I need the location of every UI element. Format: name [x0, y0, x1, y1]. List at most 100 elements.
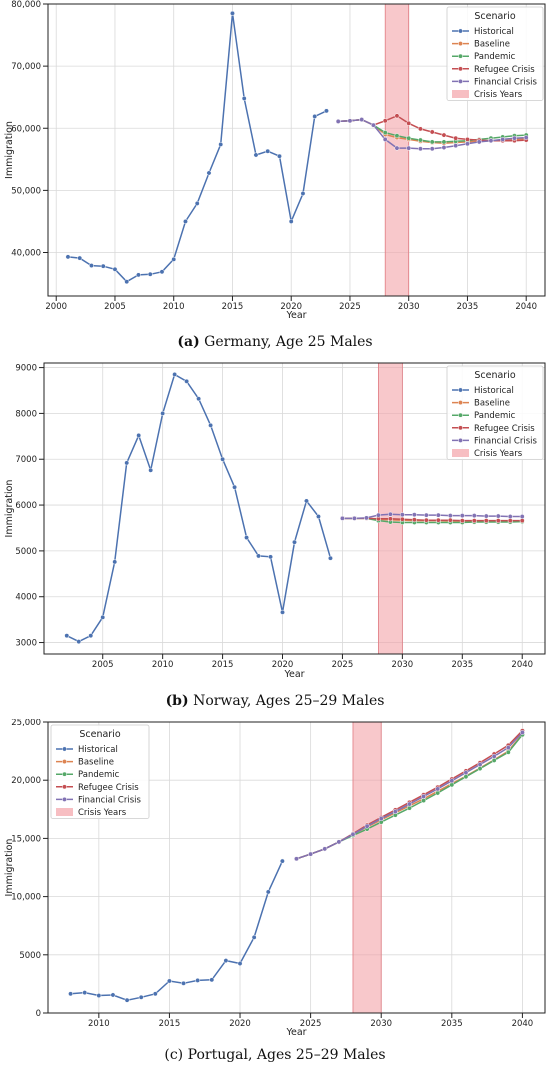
legend-swatch-marker: [458, 437, 463, 443]
legend-label: Baseline: [474, 40, 510, 50]
data-point: [166, 978, 172, 984]
series-historical: [68, 858, 285, 1003]
series-line: [67, 13, 327, 283]
legend-box: [446, 365, 544, 460]
data-point: [136, 432, 142, 438]
legend-label: Historical: [78, 745, 118, 755]
data-point: [471, 518, 477, 524]
data-point: [507, 518, 513, 524]
data-point: [279, 858, 285, 864]
data-point: [160, 410, 166, 416]
data-point: [477, 766, 483, 772]
legend-swatch-marker: [458, 425, 463, 431]
y-tick-label: 9000: [15, 364, 37, 374]
data-point: [112, 266, 118, 272]
data-point: [304, 498, 309, 504]
legend-label: Financial Crisis: [78, 795, 142, 805]
data-point: [453, 135, 459, 141]
legend-swatch-marker: [62, 759, 67, 765]
data-point: [265, 148, 271, 154]
caption-label: (c): [164, 1047, 184, 1063]
data-point: [429, 146, 435, 152]
data-point: [300, 191, 306, 196]
plot-frame: [43, 362, 546, 655]
y-tick-label: 8000: [15, 409, 37, 419]
y-tick-label: 20,000: [11, 776, 41, 786]
x-tick-label: 2010: [88, 1019, 110, 1029]
legend-swatch-marker: [458, 66, 463, 72]
data-point: [523, 135, 529, 141]
data-point: [64, 633, 70, 639]
x-tick-label: 2040: [515, 302, 537, 312]
data-point: [230, 10, 235, 16]
series-line: [296, 730, 523, 860]
series-line: [296, 731, 523, 860]
data-point: [220, 456, 226, 462]
data-point: [312, 114, 318, 119]
data-point: [208, 422, 214, 428]
series-line: [66, 373, 332, 643]
data-point: [399, 512, 405, 518]
caption-germany: (a) Germany, Age 25 Males: [0, 334, 550, 350]
data-point: [483, 513, 489, 519]
legend-swatch-marker: [62, 746, 67, 752]
caption-portugal: (c) Portugal, Ages 25–29 Males: [0, 1047, 550, 1063]
germany-chart-panel: 2000 2005 2010 2015 2020 2025 2030 2035 2040 40,0…: [0, 0, 550, 357]
data-point: [268, 554, 273, 560]
germany-chart: 2000 2005 2010 2015 2020 2025 2030 2035 2040 40,0…: [4, 0, 546, 321]
y-axis-label: Immigration: [4, 480, 15, 538]
series-financial-crisis: [335, 117, 529, 152]
data-point: [453, 143, 459, 149]
x-tick-label: 2015: [212, 660, 234, 670]
data-point: [100, 614, 106, 620]
data-point: [375, 512, 381, 518]
data-point: [423, 512, 429, 518]
series-line: [342, 513, 523, 520]
data-point: [364, 823, 370, 829]
y-tick-label: 4000: [15, 593, 37, 603]
data-point: [382, 136, 388, 142]
data-point: [441, 145, 447, 150]
data-point: [394, 133, 400, 139]
data-point: [449, 778, 455, 784]
data-point: [328, 555, 333, 561]
data-point: [253, 152, 259, 158]
data-point: [441, 132, 447, 138]
legend-item-refugee-crisis: Refugee Crisis: [452, 424, 535, 434]
legend-swatch-marker: [458, 400, 463, 406]
data-point: [88, 633, 94, 639]
x-tick-label: 2010: [163, 302, 185, 312]
plot-frame: [47, 721, 546, 1014]
legend-label: Pandemic: [78, 770, 120, 780]
data-point: [378, 816, 384, 822]
data-point: [76, 639, 82, 645]
caption-text: Portugal, Ages 25–29 Males: [187, 1047, 386, 1063]
data-point: [110, 992, 116, 998]
data-point: [138, 994, 144, 1000]
data-point: [491, 757, 497, 763]
legend-item-financial-crisis: Financial Crisis: [452, 436, 538, 446]
legend-swatch-marker: [62, 796, 67, 802]
data-point: [277, 153, 282, 159]
x-tick-label: 2015: [222, 302, 244, 312]
data-point: [294, 856, 299, 862]
caption-label: (a): [177, 334, 200, 350]
legend-title: Scenario: [474, 370, 515, 381]
data-point: [159, 269, 165, 275]
data-point: [339, 515, 345, 521]
data-point: [465, 141, 470, 147]
legend-item-financial-crisis: Financial Crisis: [56, 795, 142, 805]
data-point: [195, 977, 201, 983]
legend-label: Baseline: [474, 399, 510, 409]
y-tick-label: 60,000: [11, 124, 41, 134]
data-point: [463, 770, 469, 776]
x-tick-label: 2035: [451, 660, 473, 670]
x-tick-label: 2025: [300, 1019, 322, 1029]
x-axis-label: Year: [285, 310, 306, 321]
x-axis-label: Year: [285, 1027, 306, 1038]
data-point: [387, 511, 393, 517]
data-point: [196, 396, 202, 402]
series-line: [342, 517, 523, 524]
y-tick-label: 0: [36, 1009, 41, 1019]
legend: Scenario Historical Baseline Pandemic Refuge…: [50, 724, 150, 819]
